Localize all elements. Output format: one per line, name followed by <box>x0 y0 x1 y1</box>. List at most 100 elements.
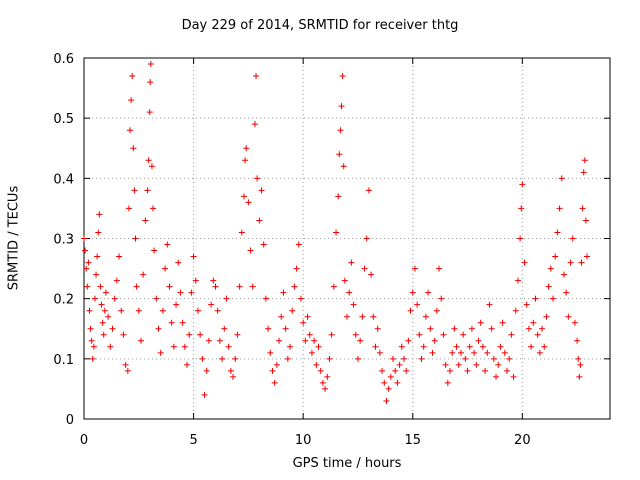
data-point <box>541 343 548 350</box>
data-point <box>556 205 563 212</box>
data-point <box>146 109 153 116</box>
data-point <box>130 145 137 152</box>
data-point <box>311 337 318 344</box>
data-point <box>192 277 199 284</box>
data-point <box>214 307 221 314</box>
data-point <box>563 289 570 296</box>
data-point <box>271 379 278 386</box>
data-point <box>582 217 589 224</box>
chart-title: Day 229 of 2014, SRMTID for receiver tht… <box>181 18 459 33</box>
data-point <box>326 355 333 362</box>
y-tick-label: 0.6 <box>53 52 74 67</box>
data-point <box>376 349 383 356</box>
data-point <box>116 253 123 260</box>
data-point <box>118 307 125 314</box>
data-point <box>89 355 96 362</box>
data-point <box>300 319 307 326</box>
data-point <box>396 361 403 368</box>
data-point <box>293 265 300 272</box>
data-point <box>162 265 169 272</box>
data-point <box>99 319 106 326</box>
data-point <box>151 247 158 254</box>
data-point <box>420 343 427 350</box>
data-point <box>438 295 445 302</box>
data-point <box>464 367 471 374</box>
data-point <box>150 205 157 212</box>
data-point <box>444 379 451 386</box>
data-point <box>313 361 320 368</box>
data-point <box>319 379 326 386</box>
data-point <box>558 175 565 182</box>
data-point <box>427 325 434 332</box>
data-point <box>440 331 447 338</box>
data-point <box>322 385 329 392</box>
data-point <box>578 259 585 266</box>
data-point <box>159 307 166 314</box>
x-tick-label: 5 <box>189 433 197 448</box>
data-series <box>81 61 590 404</box>
data-point <box>333 229 340 236</box>
data-point <box>508 331 515 338</box>
data-point <box>532 295 539 302</box>
data-point <box>247 247 254 254</box>
data-point <box>280 289 287 296</box>
data-point <box>262 295 269 302</box>
data-point <box>324 373 331 380</box>
data-point <box>210 277 217 284</box>
data-point <box>418 355 425 362</box>
data-point <box>530 319 537 326</box>
data-point <box>451 325 458 332</box>
data-point <box>142 217 149 224</box>
data-point <box>528 343 535 350</box>
data-point <box>219 355 226 362</box>
data-point <box>245 199 252 206</box>
data-point <box>148 163 155 170</box>
data-point <box>574 337 581 344</box>
data-point <box>188 289 195 296</box>
data-point <box>361 265 368 272</box>
data-point <box>91 295 98 302</box>
data-point <box>579 205 586 212</box>
data-point <box>131 187 138 194</box>
data-point <box>96 211 103 218</box>
y-axis-label: SRMTID / TECUs <box>6 185 22 291</box>
data-point <box>510 373 517 380</box>
data-point <box>269 367 276 374</box>
data-point <box>83 265 90 272</box>
data-point <box>580 169 587 176</box>
data-point <box>181 343 188 350</box>
data-point <box>372 343 379 350</box>
y-tick-label: 0 <box>66 413 74 428</box>
data-point <box>581 157 588 164</box>
data-point <box>258 187 265 194</box>
data-point <box>297 295 304 302</box>
data-point <box>100 331 107 338</box>
x-tick-label: 15 <box>404 433 421 448</box>
data-point <box>236 283 243 290</box>
data-point <box>521 259 528 266</box>
data-point <box>350 301 357 308</box>
data-point <box>340 163 347 170</box>
data-point <box>348 259 355 266</box>
data-point <box>302 337 309 344</box>
data-point <box>125 205 132 212</box>
data-point <box>230 373 237 380</box>
data-point <box>471 349 478 356</box>
data-point <box>86 307 93 314</box>
data-point <box>539 325 546 332</box>
data-point <box>282 325 289 332</box>
data-point <box>135 307 142 314</box>
data-point <box>398 343 405 350</box>
data-point <box>223 295 230 302</box>
data-point <box>543 313 550 320</box>
data-point <box>256 217 263 224</box>
data-point <box>374 325 381 332</box>
data-point <box>414 301 421 308</box>
data-point <box>144 187 151 194</box>
data-point <box>359 313 366 320</box>
data-point <box>95 229 102 236</box>
x-tick-label: 0 <box>80 433 88 448</box>
data-point <box>519 181 526 188</box>
data-point <box>242 157 249 164</box>
data-point <box>124 367 131 374</box>
